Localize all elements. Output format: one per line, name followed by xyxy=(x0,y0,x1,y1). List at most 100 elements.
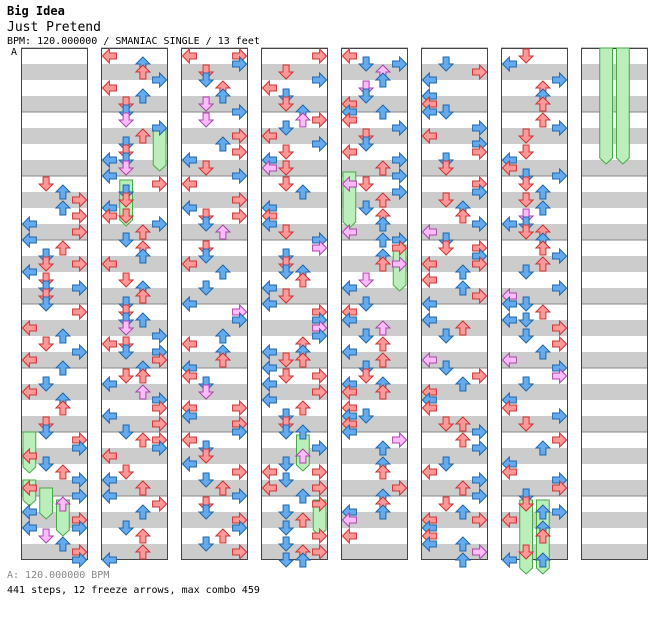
beat-stripe xyxy=(341,352,408,368)
beat-stripe xyxy=(181,192,248,208)
beat-stripe xyxy=(181,112,248,128)
step-arrow xyxy=(54,200,72,216)
step-arrow xyxy=(421,103,437,121)
step-arrow xyxy=(534,112,552,128)
beat-stripe xyxy=(341,240,408,256)
beat-stripe xyxy=(501,304,568,320)
step-arrow xyxy=(472,487,488,505)
step-arrow xyxy=(214,480,232,496)
beat-stripe xyxy=(101,528,168,544)
beat-stripe xyxy=(421,256,488,272)
beat-stripe xyxy=(581,464,648,480)
beat-stripe xyxy=(261,112,328,128)
beat-stripe xyxy=(181,240,248,256)
step-arrow xyxy=(534,240,552,256)
beat-stripe xyxy=(581,192,648,208)
step-arrow xyxy=(534,552,552,568)
beat-stripe xyxy=(261,480,328,496)
beat-stripe xyxy=(101,256,168,272)
step-arrow xyxy=(517,296,535,312)
step-arrow xyxy=(117,192,135,208)
step-arrow xyxy=(312,527,328,545)
beat-stripe xyxy=(101,512,168,528)
step-arrow xyxy=(37,456,55,472)
step-arrow xyxy=(21,447,37,465)
step-arrow xyxy=(437,192,455,208)
step-arrow xyxy=(517,496,535,512)
beat-stripe xyxy=(181,480,248,496)
step-arrow xyxy=(454,480,472,496)
step-arrow xyxy=(421,463,437,481)
column-border xyxy=(341,48,408,560)
beat-stripe xyxy=(341,64,408,80)
beat-stripe xyxy=(581,176,648,192)
beat-stripe xyxy=(261,160,328,176)
column-border xyxy=(101,48,168,560)
step-arrow xyxy=(197,280,215,296)
step-arrow xyxy=(437,360,455,376)
beat-stripe xyxy=(501,400,568,416)
step-arrow xyxy=(374,504,392,520)
beat-stripe xyxy=(581,64,648,80)
step-arrow xyxy=(152,439,168,457)
beat-stripe xyxy=(21,240,88,256)
beat-stripe xyxy=(581,272,648,288)
step-arrow xyxy=(134,224,152,240)
beat-stripe xyxy=(421,96,488,112)
beat-stripe xyxy=(181,352,248,368)
beat-stripe xyxy=(421,80,488,96)
step-arrow xyxy=(117,208,135,224)
beat-stripe xyxy=(581,48,648,64)
beat-stripe xyxy=(181,464,248,480)
beat-stripe xyxy=(181,288,248,304)
beat-stripe xyxy=(261,352,328,368)
step-arrow xyxy=(374,336,392,352)
beat-stripe xyxy=(501,384,568,400)
beat-stripe xyxy=(581,416,648,432)
beat-stripe xyxy=(261,144,328,160)
beat-stripe xyxy=(21,288,88,304)
step-arrow xyxy=(472,367,488,385)
step-arrow xyxy=(392,151,408,169)
step-arrow xyxy=(152,399,168,417)
beat-stripe xyxy=(101,48,168,64)
step-arrow xyxy=(294,352,312,368)
step-arrow xyxy=(181,455,197,473)
beat-stripe xyxy=(581,208,648,224)
step-arrow xyxy=(517,544,535,560)
chart-column xyxy=(261,47,328,560)
beat-stripe xyxy=(421,160,488,176)
beat-stripe xyxy=(341,272,408,288)
beat-stripe xyxy=(181,384,248,400)
beat-stripe xyxy=(421,320,488,336)
step-arrow xyxy=(54,400,72,416)
step-arrow xyxy=(374,232,392,248)
step-arrow xyxy=(421,399,437,417)
step-arrow xyxy=(472,511,488,529)
step-arrow xyxy=(232,463,248,481)
step-arrow xyxy=(232,191,248,209)
step-arrow xyxy=(501,399,517,417)
beat-stripe xyxy=(181,432,248,448)
beat-stripe xyxy=(21,384,88,400)
beat-stripe xyxy=(21,208,88,224)
beat-stripe xyxy=(101,272,168,288)
beat-stripe xyxy=(421,416,488,432)
beat-stripe xyxy=(21,496,88,512)
step-arrow xyxy=(501,55,517,73)
beat-stripe xyxy=(341,528,408,544)
beat-stripe xyxy=(181,96,248,112)
step-arrow xyxy=(232,207,248,225)
beat-stripe xyxy=(501,224,568,240)
beat-stripe xyxy=(341,496,408,512)
beat-stripe xyxy=(501,464,568,480)
step-arrow xyxy=(214,88,232,104)
step-arrow xyxy=(72,519,88,537)
step-arrow xyxy=(517,128,535,144)
step-arrow xyxy=(374,352,392,368)
beat-stripe xyxy=(181,512,248,528)
beat-stripe xyxy=(421,48,488,64)
step-arrow xyxy=(181,407,197,425)
beat-stripe xyxy=(261,304,328,320)
beat-stripe xyxy=(501,320,568,336)
